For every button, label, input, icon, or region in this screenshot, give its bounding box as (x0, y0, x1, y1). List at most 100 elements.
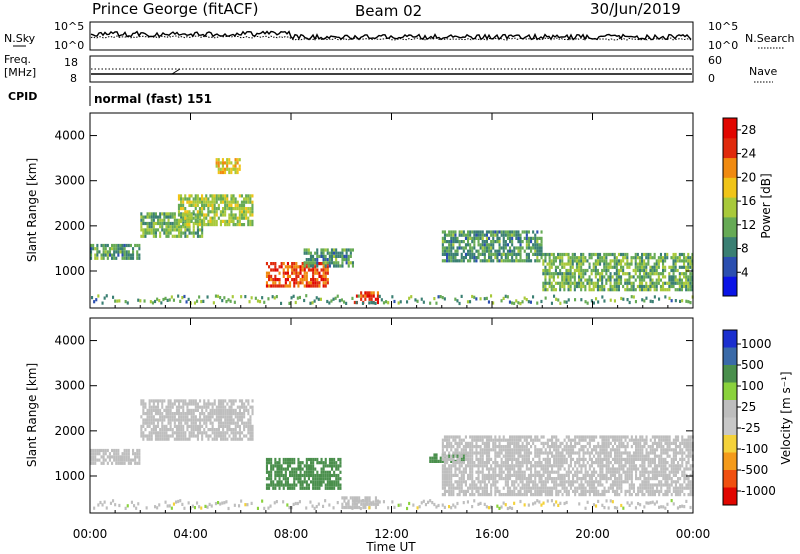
power-echo-cell (213, 194, 216, 198)
power-echo-cell (232, 223, 235, 227)
power-echo-cell (645, 262, 648, 266)
power-echo-cell (552, 259, 555, 263)
velocity-echo-cell (540, 480, 543, 484)
velocity-echo-cell (186, 418, 189, 422)
velocity-echo-cell (238, 399, 241, 403)
velocity-echo-cell (534, 448, 537, 452)
power-echo-cell (303, 248, 306, 252)
velocity-echo-cell (374, 505, 377, 510)
velocity-echo-cell (182, 418, 185, 422)
velocity-echo-cell (578, 493, 581, 497)
power-echo-cell (554, 268, 557, 273)
velocity-echo-cell (215, 418, 218, 422)
velocity-echo-cell (590, 438, 593, 442)
power-echo-cell (662, 284, 665, 289)
power-echo-cell (215, 223, 218, 227)
power-echo-cell (485, 243, 488, 247)
velocity-echo-cell (108, 455, 111, 459)
power-echo-cell (222, 207, 225, 211)
velocity-echo-cell (540, 451, 543, 455)
velocity-echo-cell (605, 441, 608, 445)
velocity-echo-cell (498, 477, 501, 481)
power-echo-cell (324, 261, 327, 265)
velocity-echo-cell (307, 470, 310, 474)
velocity-echo-cell (506, 477, 509, 481)
power-echo-cell (532, 230, 535, 234)
velocity-echo-cell (190, 434, 193, 438)
power-echo-cell (519, 236, 522, 240)
velocity-echo-cell (123, 455, 126, 459)
velocity-echo-cell (448, 493, 451, 497)
velocity-echo-cell (232, 431, 235, 435)
velocity-echo-cell (163, 415, 166, 419)
power-echo-cell (477, 249, 480, 253)
velocity-echo-cell (689, 435, 692, 439)
velocity-echo-cell (517, 435, 520, 439)
power-echo-cell (641, 256, 644, 260)
velocity-echo-cell (523, 489, 526, 493)
velocity-echo-cell (446, 461, 449, 465)
power-echo-cell (217, 294, 220, 298)
velocity-echo-cell (310, 457, 313, 462)
velocity-echo-cell (243, 428, 246, 432)
power-echo-cell (628, 275, 631, 279)
power-echo-cell (492, 246, 495, 250)
velocity-echo-cell (576, 441, 579, 445)
velocity-echo-cell (458, 454, 461, 458)
velocity-echo-cell (326, 473, 329, 478)
power-echo-cell (351, 264, 354, 268)
power-echo-cell (609, 272, 612, 276)
velocity-echo-cell (247, 402, 250, 406)
velocity-echo-cell (215, 412, 218, 416)
power-echo-cell (143, 299, 146, 303)
velocity-echo-cell (534, 445, 537, 449)
velocity-echo-cell (645, 489, 648, 493)
power-echo-cell (186, 219, 189, 223)
velocity-echo-cell (169, 434, 172, 438)
velocity-echo-cell (559, 451, 562, 455)
power-echo-cell (532, 295, 535, 299)
velocity-echo-cell (175, 434, 178, 438)
velocity-echo-cell (683, 457, 686, 461)
velocity-echo-cell (563, 457, 566, 461)
velocity-echo-cell (450, 489, 453, 493)
velocity-echo-cell (674, 493, 677, 497)
velocity-echo-cell (326, 483, 329, 487)
power-echo-cell (330, 254, 333, 258)
velocity-echo-cell (494, 480, 497, 484)
power-echo-cell (519, 233, 522, 237)
velocity-echo-cell (238, 428, 241, 432)
power-echo-cell (464, 246, 467, 250)
power-echo-cell (148, 225, 151, 229)
velocity-echo-cell (628, 483, 631, 487)
velocity-echo-cell (249, 418, 252, 422)
velocity-echo-cell (616, 489, 619, 493)
velocity-echo-cell (222, 428, 225, 432)
velocity-echo-cell (180, 431, 183, 435)
velocity-echo-cell (664, 483, 667, 487)
velocity-echo-cell (318, 480, 321, 484)
power-echo-cell (594, 281, 597, 285)
power-echo-cell (557, 252, 560, 257)
power-echo-cell (192, 216, 195, 220)
velocity-echo-cell (475, 445, 478, 449)
velocity-echo-cell (588, 477, 591, 481)
velocity-echo-cell (563, 477, 566, 481)
power-echo-cell (182, 216, 185, 220)
power-echo-cell (511, 230, 514, 234)
power-echo-cell (223, 296, 226, 300)
velocity-echo-cell (561, 451, 564, 455)
velocity-echo-cell (458, 457, 461, 461)
velocity-echo-cell (492, 445, 495, 449)
velocity-echo-cell (662, 457, 665, 461)
power-echo-cell (240, 207, 243, 211)
velocity-echo-cell (649, 457, 652, 461)
power-echo-cell (473, 246, 476, 250)
velocity-echo-cell (293, 477, 296, 481)
velocity-echo-cell (286, 467, 289, 471)
power-echo-cell (274, 268, 277, 272)
power-echo-cell (215, 194, 218, 198)
velocity-echo-cell (502, 477, 505, 481)
velocity-echo-cell (140, 428, 143, 432)
power-echo-cell (483, 243, 486, 247)
